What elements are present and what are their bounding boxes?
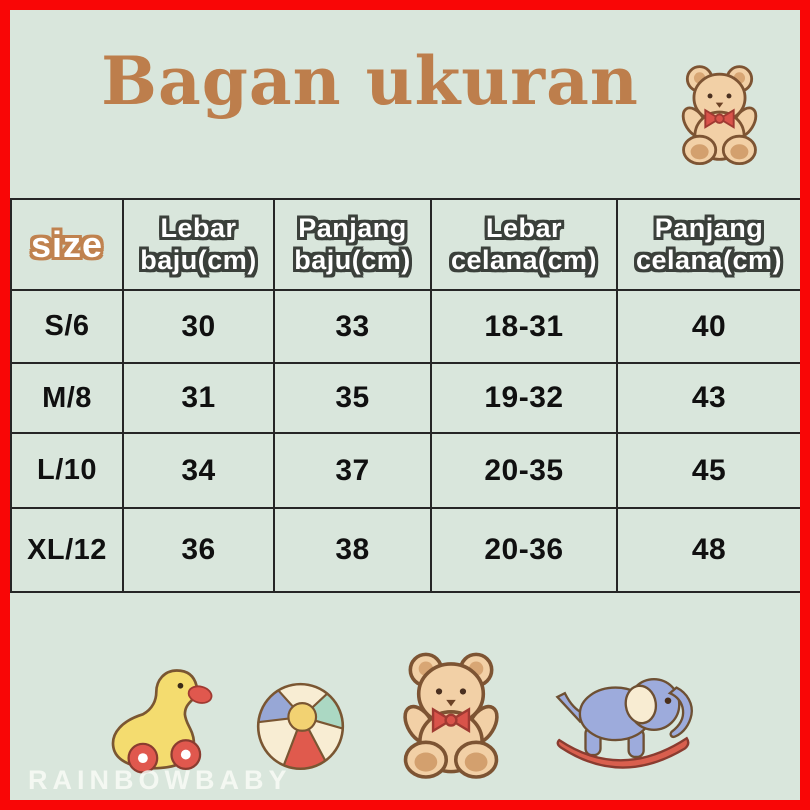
value-cell: 30 bbox=[122, 289, 275, 364]
value-cell: 19-32 bbox=[430, 362, 618, 434]
value-cell: 20-36 bbox=[430, 507, 618, 593]
col-header-pants-width: Lebar celana(cm) bbox=[430, 198, 618, 291]
size-cell: M/8 bbox=[10, 362, 124, 434]
col-header-pants-length: Panjang celana(cm) bbox=[616, 198, 800, 291]
value-cell: 40 bbox=[616, 289, 800, 364]
duck-toy-icon bbox=[111, 669, 213, 774]
value-cell: 38 bbox=[273, 507, 432, 593]
value-cell: 18-31 bbox=[430, 289, 618, 364]
col-header-size: size bbox=[10, 198, 124, 291]
value-cell: 20-35 bbox=[430, 432, 618, 509]
value-cell: 43 bbox=[616, 362, 800, 434]
table-row: L/10 34 37 20-35 45 bbox=[10, 432, 800, 509]
value-cell: 37 bbox=[273, 432, 432, 509]
value-cell: 34 bbox=[122, 432, 275, 509]
size-cell: L/10 bbox=[10, 432, 124, 509]
value-cell: 31 bbox=[122, 362, 275, 434]
table-header-row: size Lebar baju(cm) Panjang baju(cm) Leb… bbox=[10, 198, 800, 291]
col-header-shirt-width: Lebar baju(cm) bbox=[122, 198, 275, 291]
rocking-elephant-icon bbox=[555, 677, 693, 769]
value-cell: 33 bbox=[273, 289, 432, 364]
value-cell: 35 bbox=[273, 362, 432, 434]
teddy-bear-icon bbox=[397, 652, 505, 779]
page-title: Bagan ukuran bbox=[101, 42, 639, 120]
beach-ball-icon bbox=[256, 682, 345, 771]
size-cell: XL/12 bbox=[10, 507, 124, 593]
size-cell: S/6 bbox=[10, 289, 124, 364]
table-row: M/8 31 35 19-32 43 bbox=[10, 362, 800, 434]
value-cell: 45 bbox=[616, 432, 800, 509]
teddy-bear-icon bbox=[676, 65, 763, 166]
size-table: size Lebar baju(cm) Panjang baju(cm) Leb… bbox=[10, 198, 800, 593]
table-row: XL/12 36 38 20-36 48 bbox=[10, 507, 800, 593]
table-row: S/6 30 33 18-31 40 bbox=[10, 289, 800, 364]
brand-watermark: RAINBOWBABY bbox=[28, 765, 292, 795]
value-cell: 36 bbox=[122, 507, 275, 593]
value-cell: 48 bbox=[616, 507, 800, 593]
col-header-shirt-length: Panjang baju(cm) bbox=[273, 198, 432, 291]
